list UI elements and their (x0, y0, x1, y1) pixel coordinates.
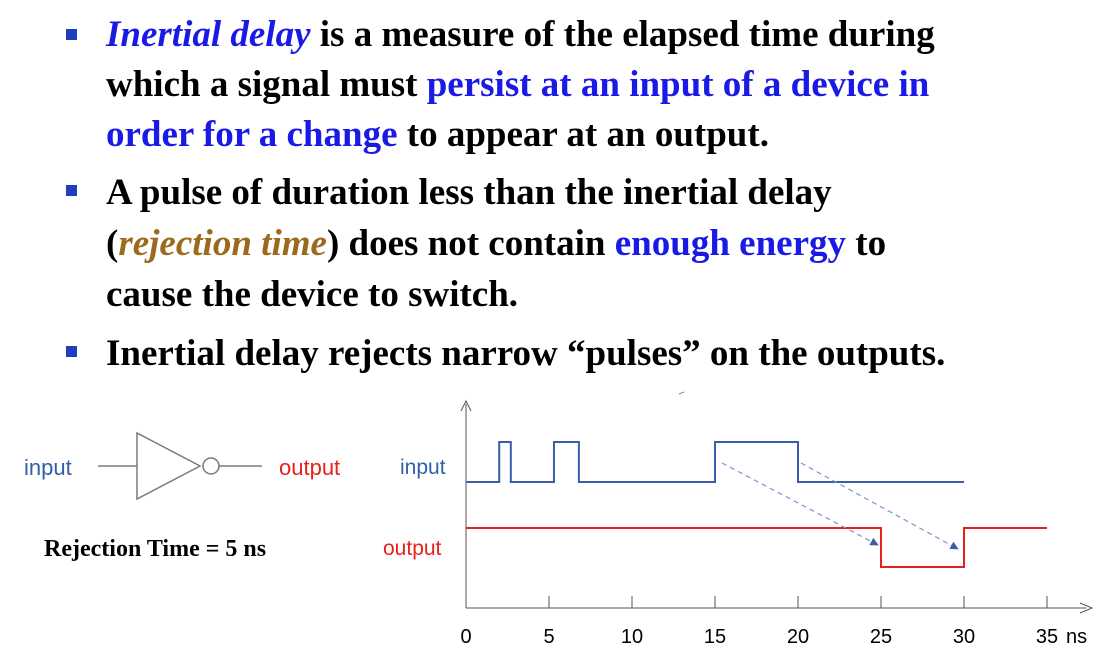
stray-mark (678, 391, 685, 395)
timing-input-label: input (400, 456, 446, 479)
y-axis-arrow (460, 399, 472, 412)
x-tick-label: 15 (704, 626, 726, 648)
inverter-triangle (136, 431, 202, 501)
timing-output-label: output (383, 537, 442, 560)
x-tick-label: 20 (787, 626, 809, 648)
bullet-marker (66, 29, 77, 40)
x-tick-label: 25 (870, 626, 892, 648)
output-waveform (466, 527, 1047, 568)
bullet-3-line-1: Inertial delay rejects narrow “pulses” o… (106, 333, 946, 374)
x-axis-tick-labels: 0 5 10 15 20 25 30 35 (460, 626, 1058, 648)
inverter-bubble (202, 457, 220, 475)
bullet-2-line-1: A pulse of duration less than the inerti… (106, 172, 832, 213)
x-tick-label: 35 (1036, 626, 1058, 648)
bullet-2-line-2: (rejection time) does not contain enough… (106, 223, 887, 264)
x-tick-label: 0 (460, 626, 471, 648)
rejection-time-label: Rejection Time = 5 ns (44, 536, 266, 562)
x-tick-label: 10 (621, 626, 643, 648)
gate-input-label: input (24, 455, 72, 480)
x-axis-ticks (465, 596, 1048, 608)
delay-arrow-rising (721, 462, 879, 546)
x-tick-label: 30 (953, 626, 975, 648)
gate-output-label: output (279, 455, 340, 480)
bullet-1-line-2: which a signal must persist at an input … (106, 64, 930, 105)
delay-arrow-falling (800, 462, 959, 550)
bullet-1-line-1: Inertial delay is a measure of the elaps… (106, 14, 935, 55)
bullet-1-line-3: order for a change to appear at an outpu… (106, 114, 769, 155)
x-axis-arrow (1079, 602, 1094, 614)
x-axis-unit: ns (1066, 626, 1087, 648)
bullet-marker (66, 185, 77, 196)
bullet-marker (66, 346, 77, 357)
input-waveform (466, 441, 964, 483)
x-tick-label: 5 (543, 626, 554, 648)
bullet-2-line-3: cause the device to switch. (106, 274, 519, 315)
